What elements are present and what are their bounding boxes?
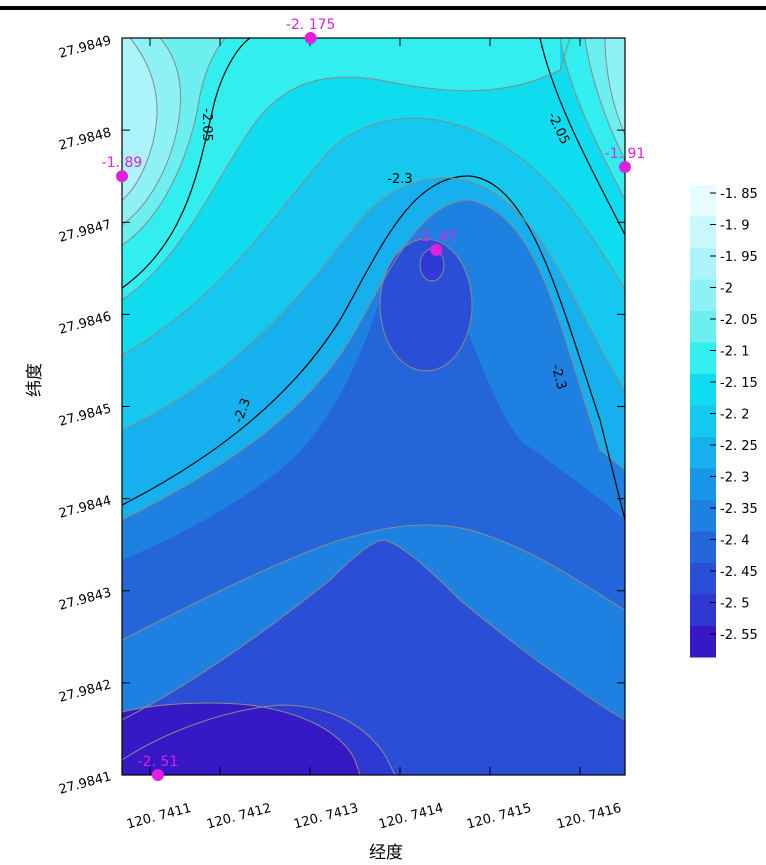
contour-bands bbox=[122, 38, 625, 775]
contour-line bbox=[584, 38, 625, 161]
x-tick-label: 120. 7413 bbox=[292, 801, 360, 833]
legend-label: -2. 15 bbox=[720, 376, 758, 391]
contour-label: -2.05 bbox=[199, 108, 214, 142]
legend-label: -1. 95 bbox=[720, 250, 758, 265]
legend-swatch bbox=[690, 216, 716, 248]
top-rule bbox=[0, 6, 766, 10]
y-axis-title: 纬度 bbox=[25, 363, 45, 397]
band-2-1 bbox=[122, 38, 560, 300]
sample-point bbox=[304, 32, 317, 44]
sample-point-label: -2. 51 bbox=[138, 754, 179, 770]
sample-points: -2. 175 -1. 89 -1. 91 -2. 47 -2. 51 bbox=[102, 17, 646, 781]
band-2-right bbox=[605, 38, 625, 135]
island-2-45 bbox=[420, 249, 444, 281]
y-tick-label: 27.9848 bbox=[57, 125, 113, 153]
contour-line bbox=[379, 238, 473, 372]
contour-line bbox=[539, 38, 625, 236]
y-tick-label: 27.9842 bbox=[57, 677, 113, 705]
legend-label: -2. 5 bbox=[720, 597, 750, 612]
legend-swatch bbox=[690, 185, 716, 217]
contour-line bbox=[122, 539, 625, 721]
legend-label: -2. 55 bbox=[720, 628, 758, 643]
legend-label: -1. 85 bbox=[720, 187, 758, 202]
band-2-5 bbox=[122, 702, 360, 775]
legend-label: -2. 45 bbox=[720, 565, 758, 580]
sample-point bbox=[619, 160, 631, 173]
sample-point bbox=[151, 769, 164, 781]
legend-label: -1. 9 bbox=[720, 219, 750, 234]
y-tick-label: 27.9843 bbox=[57, 585, 113, 613]
contour-line bbox=[122, 704, 396, 775]
sample-point-label: -2. 175 bbox=[286, 17, 336, 33]
contour-label: -2.3 bbox=[387, 172, 412, 187]
contour-line bbox=[122, 38, 182, 226]
legend-swatch bbox=[690, 468, 716, 500]
island-2-4 bbox=[380, 239, 472, 371]
y-tick-label: 27.9844 bbox=[57, 493, 113, 521]
legend-label: -2. 3 bbox=[720, 471, 750, 486]
x-axis-title: 经度 bbox=[369, 843, 403, 863]
legend-swatch bbox=[690, 405, 716, 437]
y-tick-label: 27.9841 bbox=[57, 769, 113, 797]
legend-label: -2 bbox=[720, 282, 733, 297]
legend-label: -2. 2 bbox=[720, 408, 750, 423]
legend-swatch bbox=[690, 626, 716, 658]
contour-line bbox=[122, 524, 625, 641]
x-tick-label: 120. 7411 bbox=[125, 801, 193, 833]
contour-line bbox=[122, 38, 158, 201]
contour-line bbox=[122, 702, 361, 775]
band-2-35 bbox=[122, 264, 625, 640]
y-tick-labels: 27.9841 27.9842 27.9843 27.9844 27.9845 … bbox=[57, 33, 113, 797]
contour-line bbox=[122, 38, 226, 246]
legend-swatch bbox=[690, 248, 716, 280]
y-tick-label: 27.9849 bbox=[57, 33, 113, 61]
legend-swatch bbox=[690, 594, 716, 626]
contour-line bbox=[122, 199, 625, 521]
contour-line bbox=[122, 38, 571, 301]
legend-label: -2. 25 bbox=[720, 439, 758, 454]
legend-label: -2. 35 bbox=[720, 502, 758, 517]
sample-point-label: -1. 91 bbox=[605, 146, 646, 162]
legend-swatch bbox=[690, 311, 716, 343]
contour-line bbox=[122, 38, 251, 289]
contour-line bbox=[122, 177, 625, 431]
contour-line bbox=[559, 38, 625, 201]
x-tick-labels: 120. 7411 120. 7412 120. 7413 120. 7414 … bbox=[125, 801, 623, 833]
contour-line bbox=[122, 117, 625, 356]
x-tick-label: 120. 7415 bbox=[465, 801, 533, 833]
sample-point-label: -2. 47 bbox=[416, 229, 457, 245]
y-tick-label: 27.9847 bbox=[57, 217, 113, 245]
legend-label: -2. 1 bbox=[720, 345, 750, 360]
contour-lines bbox=[122, 38, 625, 775]
legend-swatch bbox=[690, 342, 716, 374]
contour-line bbox=[604, 38, 625, 136]
color-legend: -1. 85 -1. 9 -1. 95 -2 -2. 05 -2. 1 -2. 15 -2. … bbox=[690, 185, 758, 658]
contour-line bbox=[122, 175, 625, 521]
y-tick-label: 27.9846 bbox=[57, 309, 113, 337]
axis-ticks bbox=[122, 37, 625, 776]
x-tick-label: 120. 7412 bbox=[205, 801, 273, 833]
sample-point bbox=[116, 170, 128, 183]
legend-swatch bbox=[690, 563, 716, 595]
legend-label: -2. 05 bbox=[720, 313, 758, 328]
y-tick-label: 27.9845 bbox=[57, 401, 113, 429]
x-tick-label: 120. 7414 bbox=[377, 801, 445, 833]
legend-swatch bbox=[690, 500, 716, 532]
legend-swatch bbox=[690, 279, 716, 311]
contour-label: -2.3 bbox=[548, 363, 569, 391]
legend-swatch bbox=[690, 437, 716, 469]
band-1-95 bbox=[122, 38, 158, 200]
legend-swatch bbox=[690, 531, 716, 563]
x-tick-label: 120. 7416 bbox=[555, 801, 623, 833]
sample-point bbox=[430, 243, 443, 256]
sample-point-label: -1. 89 bbox=[102, 155, 143, 171]
legend-swatch bbox=[690, 374, 716, 406]
legend-label: -2. 4 bbox=[720, 534, 750, 549]
